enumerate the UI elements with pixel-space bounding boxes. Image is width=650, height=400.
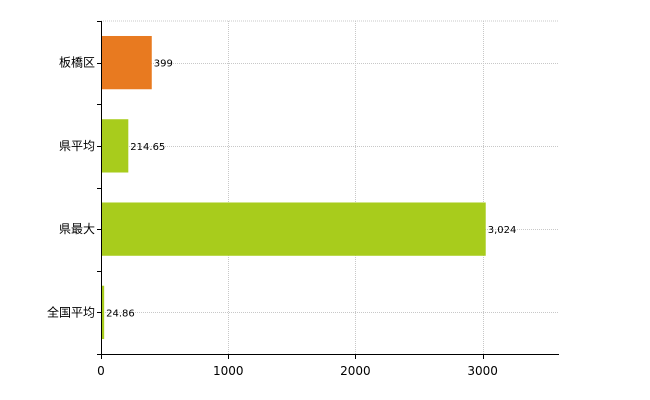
bar-layer: [101, 35, 486, 340]
bar[interactable]: [101, 35, 152, 90]
bar[interactable]: [101, 119, 129, 173]
data-label: 3,024: [488, 225, 517, 236]
category-label: 県最大: [59, 222, 95, 236]
axis-layer: [97, 21, 559, 359]
bar[interactable]: [101, 202, 486, 256]
category-label: 板橋区: [59, 56, 95, 70]
data-label: 214.65: [130, 142, 165, 153]
x-tick-label: 2000: [340, 364, 371, 378]
category-label: 全国平均: [47, 304, 95, 319]
data-label: 24.86: [106, 308, 135, 319]
x-tick-label: 3000: [467, 364, 498, 378]
bar[interactable]: [101, 285, 105, 340]
category-label: 県平均: [59, 139, 95, 153]
x-tick-label: 0: [97, 364, 105, 378]
grid-layer: [101, 20, 559, 354]
x-tick-label: 1000: [213, 364, 244, 378]
data-label: 399: [154, 59, 173, 70]
